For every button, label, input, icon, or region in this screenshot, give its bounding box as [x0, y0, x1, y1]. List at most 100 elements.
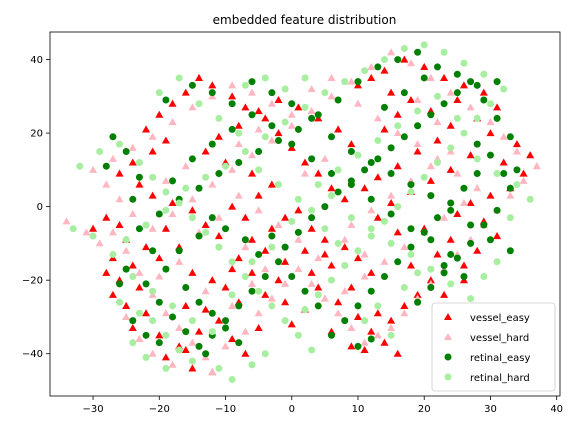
point-retinal-hard	[374, 136, 382, 144]
point-vessel-easy	[234, 254, 243, 262]
point-vessel-easy	[406, 95, 415, 104]
point-retinal-easy	[354, 78, 362, 86]
point-retinal-hard	[202, 173, 210, 181]
point-retinal-hard	[387, 239, 395, 247]
point-vessel-easy	[320, 250, 329, 258]
point-vessel-easy	[181, 346, 190, 354]
point-retinal-hard	[116, 140, 124, 148]
point-vessel-easy	[247, 235, 257, 243]
point-retinal-easy	[314, 111, 322, 119]
point-vessel-hard	[459, 198, 468, 206]
point-retinal-hard	[414, 269, 422, 277]
point-vessel-hard	[115, 195, 124, 203]
point-vessel-easy	[287, 320, 296, 328]
point-retinal-easy	[427, 111, 435, 119]
point-retinal-easy	[427, 192, 435, 200]
point-retinal-hard	[215, 243, 223, 251]
point-retinal-easy	[182, 284, 190, 292]
point-vessel-hard	[307, 107, 316, 115]
point-vessel-easy	[367, 268, 376, 276]
point-vessel-easy	[433, 250, 442, 258]
point-vessel-hard	[287, 121, 296, 129]
point-retinal-hard	[275, 181, 283, 189]
point-retinal-easy	[433, 214, 441, 222]
point-vessel-easy	[195, 327, 204, 335]
point-retinal-easy	[506, 184, 514, 192]
point-retinal-easy	[400, 133, 408, 141]
point-retinal-easy	[116, 280, 124, 288]
point-vessel-hard	[373, 114, 382, 122]
point-vessel-easy	[353, 312, 363, 320]
point-retinal-easy	[380, 103, 388, 111]
point-vessel-hard	[387, 48, 396, 56]
point-retinal-hard	[321, 89, 329, 97]
point-retinal-easy	[195, 232, 203, 240]
point-vessel-easy	[148, 191, 157, 199]
point-retinal-hard	[228, 375, 236, 383]
point-vessel-hard	[367, 62, 376, 70]
point-vessel-easy	[314, 283, 323, 291]
point-retinal-hard	[202, 228, 210, 236]
point-vessel-easy	[493, 103, 502, 111]
point-retinal-easy	[294, 228, 302, 236]
point-vessel-hard	[340, 235, 349, 243]
point-retinal-easy	[142, 331, 150, 339]
point-retinal-easy	[327, 133, 335, 141]
point-retinal-hard	[467, 295, 475, 303]
point-vessel-easy	[155, 331, 164, 339]
point-vessel-hard	[334, 309, 343, 317]
point-vessel-hard	[188, 103, 197, 111]
point-vessel-easy	[420, 62, 429, 70]
point-retinal-easy	[460, 273, 468, 281]
point-vessel-hard	[340, 287, 349, 295]
point-vessel-hard	[241, 327, 250, 335]
point-retinal-hard	[493, 170, 501, 178]
point-retinal-easy	[155, 210, 163, 218]
point-retinal-hard	[169, 302, 177, 310]
point-retinal-easy	[493, 206, 501, 214]
point-retinal-easy	[367, 195, 375, 203]
point-retinal-hard	[162, 331, 170, 339]
point-vessel-easy	[360, 184, 369, 192]
point-vessel-easy	[334, 125, 343, 133]
point-vessel-hard	[413, 140, 422, 148]
point-retinal-easy	[374, 63, 382, 71]
point-retinal-easy	[493, 114, 501, 122]
point-retinal-easy	[447, 250, 455, 258]
point-retinal-easy	[361, 166, 369, 174]
point-retinal-hard	[228, 258, 236, 266]
point-retinal-hard	[195, 100, 203, 108]
point-vessel-easy	[241, 103, 250, 111]
point-retinal-easy	[188, 155, 196, 163]
point-retinal-easy	[467, 78, 475, 86]
point-retinal-easy	[467, 221, 475, 229]
point-vessel-hard	[168, 118, 177, 126]
point-retinal-hard	[175, 74, 183, 82]
point-vessel-hard	[247, 279, 257, 287]
point-vessel-easy	[320, 235, 329, 243]
point-retinal-easy	[380, 273, 388, 281]
point-retinal-hard	[149, 317, 157, 325]
point-retinal-hard	[361, 67, 369, 75]
point-vessel-hard	[201, 287, 210, 295]
point-vessel-hard	[122, 312, 131, 320]
point-retinal-hard	[314, 291, 322, 299]
point-retinal-hard	[175, 346, 183, 354]
point-retinal-hard	[261, 133, 269, 141]
point-vessel-easy	[201, 305, 210, 313]
x-tick-label: 40	[550, 404, 563, 415]
point-vessel-hard	[360, 250, 369, 258]
point-vessel-easy	[300, 246, 310, 254]
point-vessel-hard	[466, 103, 475, 111]
point-retinal-easy	[222, 317, 230, 325]
point-retinal-hard	[327, 276, 335, 284]
point-vessel-hard	[221, 342, 230, 350]
point-retinal-hard	[400, 284, 408, 292]
point-retinal-easy	[453, 254, 461, 262]
point-vessel-hard	[95, 239, 104, 247]
point-retinal-easy	[394, 258, 402, 266]
points-layer	[62, 41, 541, 383]
point-retinal-easy	[473, 81, 481, 89]
point-vessel-hard	[135, 334, 144, 343]
